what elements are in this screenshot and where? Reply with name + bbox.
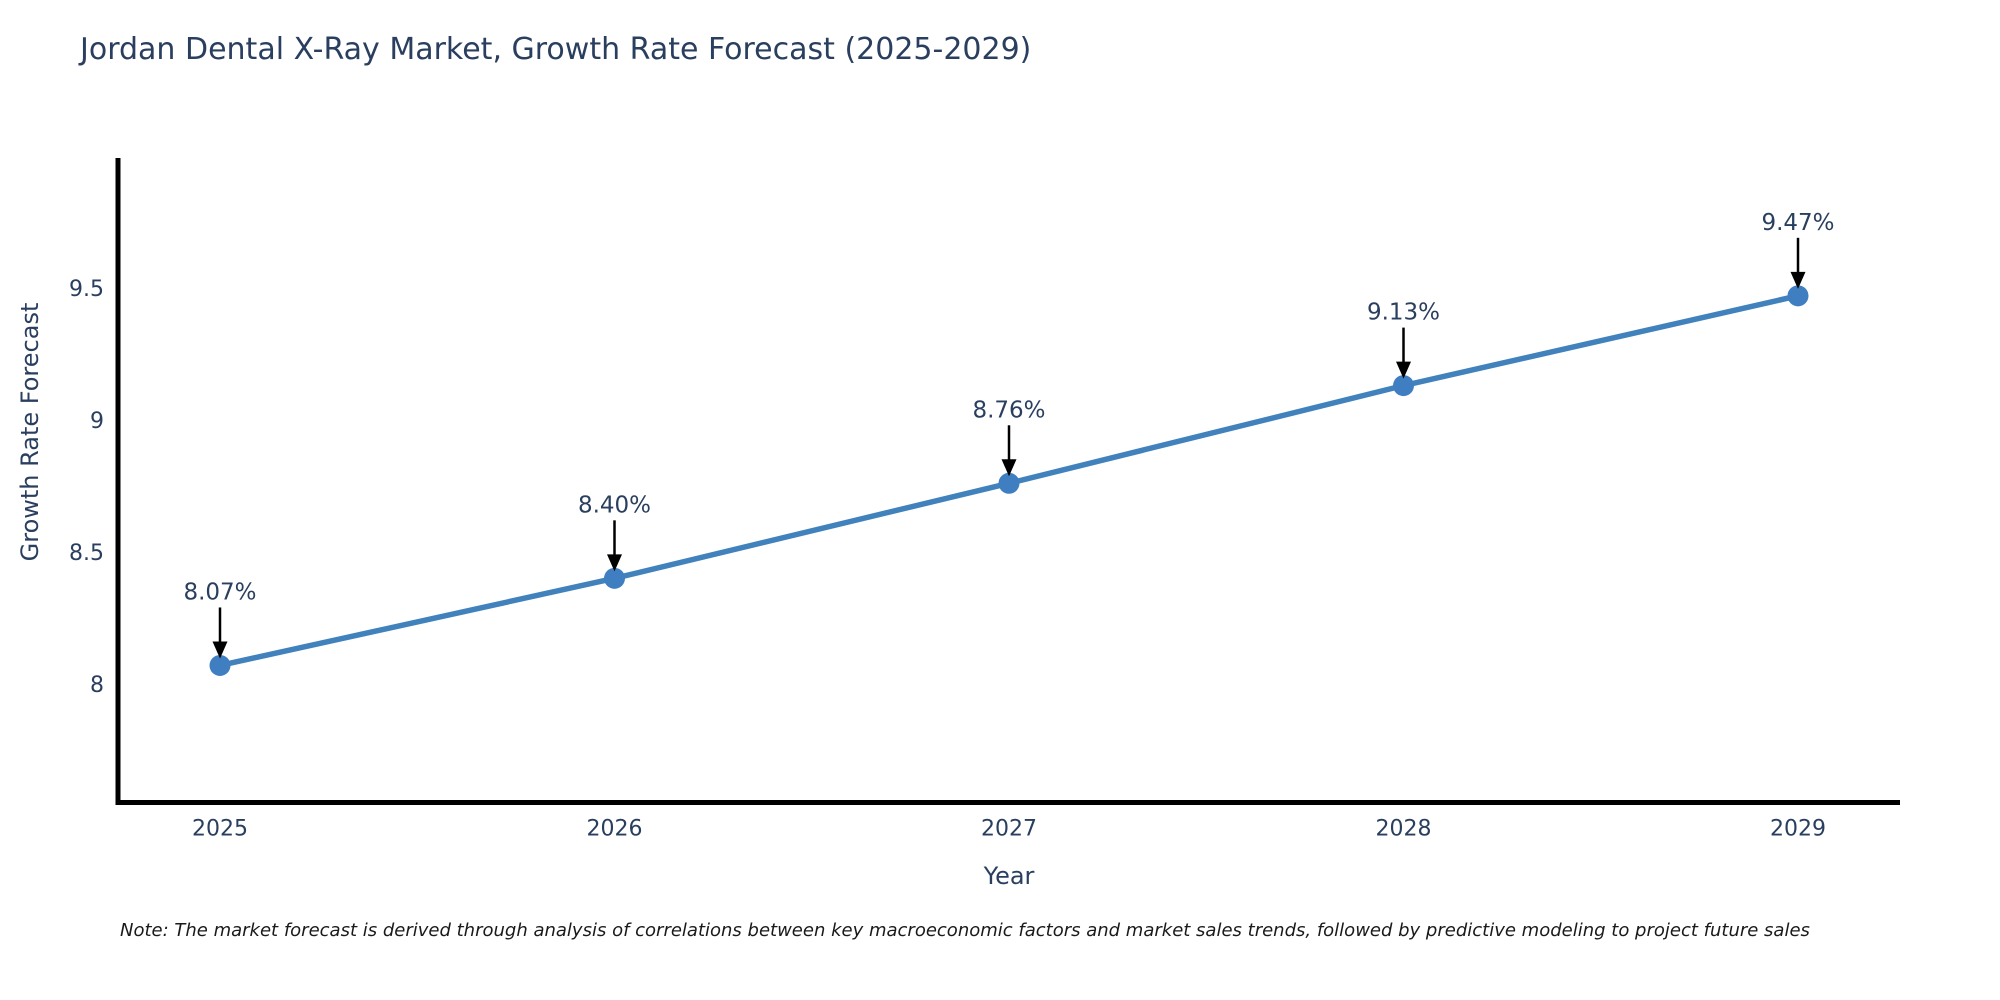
y-tick-label: 9.5 (69, 277, 104, 302)
x-tick-label: 2026 (587, 817, 643, 842)
annotation-arrowhead (1790, 271, 1806, 289)
annotation-arrowhead (607, 554, 622, 572)
y-axis-title: Growth Rate Forecast (16, 302, 44, 562)
footnote: Note: The market forecast is derived thr… (120, 920, 1810, 941)
data-point-marker[interactable] (1393, 375, 1414, 397)
data-point-marker[interactable] (209, 654, 231, 676)
x-tick-label: 2029 (1770, 817, 1826, 842)
y-tick-label: 8.5 (69, 541, 104, 566)
y-tick-label: 8 (90, 673, 104, 698)
data-point-marker[interactable] (1787, 285, 1809, 307)
y-tick-label: 9 (90, 409, 104, 434)
data-point-label: 8.40% (578, 492, 651, 518)
data-point-marker[interactable] (998, 472, 1020, 494)
x-tick-label: 2027 (981, 817, 1037, 842)
chart-title: Jordan Dental X-Ray Market, Growth Rate … (80, 32, 1032, 67)
x-tick-label: 2028 (1376, 817, 1432, 842)
annotation-arrowhead (212, 641, 228, 659)
annotation-arrowhead (1001, 459, 1017, 477)
x-axis-title: Year (983, 862, 1035, 890)
data-point-marker[interactable] (604, 567, 625, 589)
data-point-label: 8.76% (972, 397, 1045, 423)
data-point-label: 8.07% (183, 579, 256, 605)
x-tick-label: 2025 (192, 817, 248, 842)
data-point-label: 9.13% (1367, 300, 1440, 326)
annotation-arrowhead (1396, 361, 1411, 379)
data-point-label: 9.47% (1761, 210, 1834, 236)
